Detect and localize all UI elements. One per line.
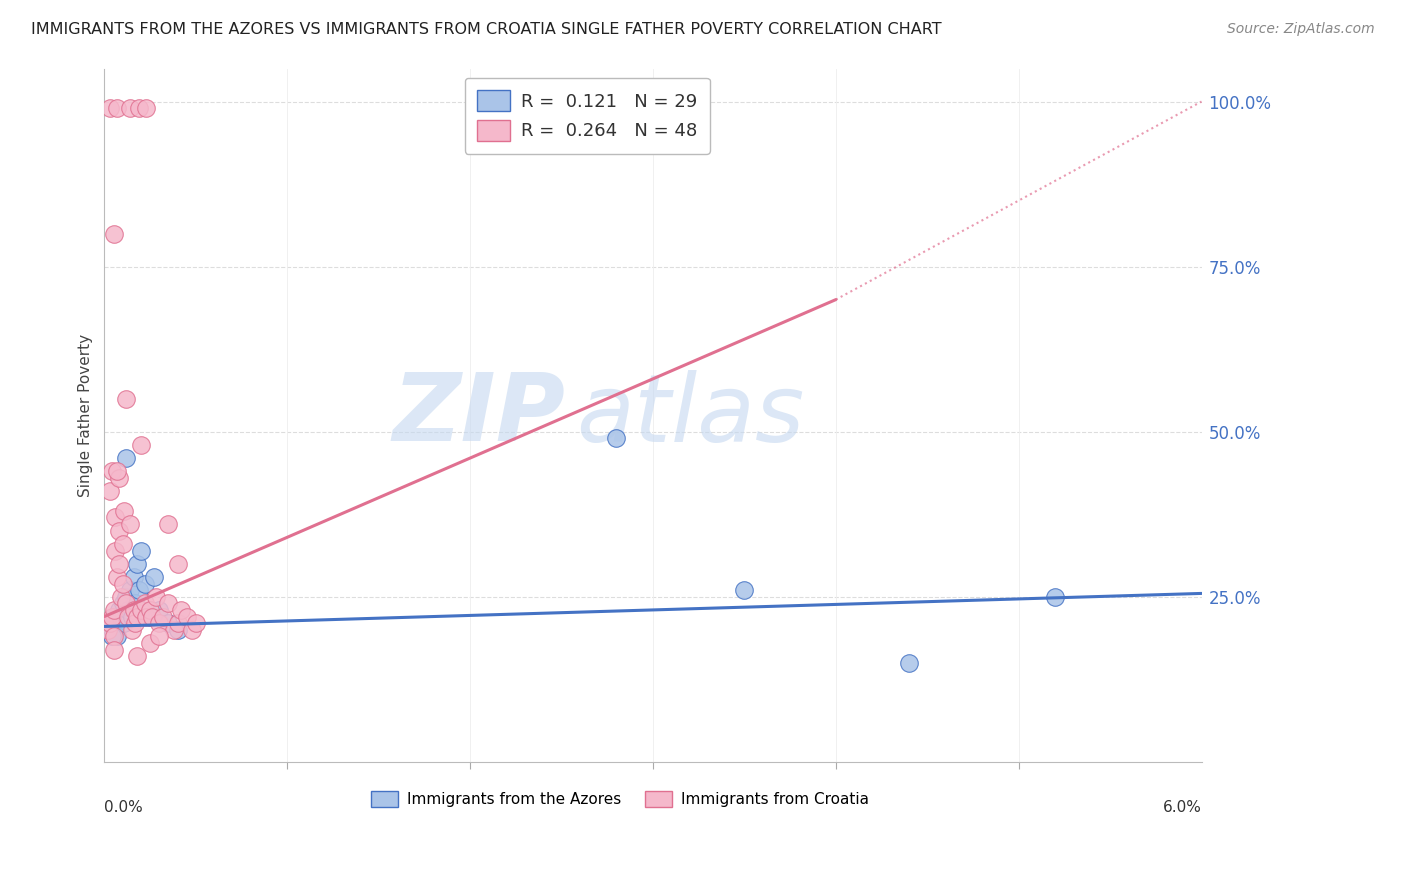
Point: [108, 524, 131, 538]
Point: [115, 590, 138, 604]
Point: [145, 590, 167, 604]
Point: [148, 616, 170, 631]
Point: [105, 629, 128, 643]
Text: ZIP: ZIP: [392, 369, 565, 461]
Point: [124, 616, 146, 631]
Point: [152, 609, 174, 624]
Legend: R =  0.121   N = 29, R =  0.264   N = 48: R = 0.121 N = 29, R = 0.264 N = 48: [465, 78, 710, 153]
Point: [111, 537, 134, 551]
Point: [605, 431, 627, 445]
Point: [97, 623, 120, 637]
Point: [163, 623, 186, 637]
Text: IMMIGRANTS FROM THE AZORES VS IMMIGRANTS FROM CROATIA SINGLE FATHER POVERTY CORR: IMMIGRANTS FROM THE AZORES VS IMMIGRANTS…: [31, 22, 942, 37]
Point: [142, 570, 165, 584]
Point: [129, 438, 152, 452]
Text: 6.0%: 6.0%: [1163, 800, 1202, 815]
Point: [118, 101, 141, 115]
Point: [118, 517, 141, 532]
Point: [108, 603, 131, 617]
Point: [166, 557, 188, 571]
Point: [129, 543, 152, 558]
Point: [100, 464, 122, 478]
Point: [176, 609, 198, 624]
Point: [110, 590, 132, 604]
Point: [115, 392, 138, 406]
Point: [135, 101, 157, 115]
Point: [128, 583, 150, 598]
Point: [121, 623, 143, 637]
Point: [148, 603, 170, 617]
Point: [139, 609, 162, 624]
Point: [103, 629, 125, 643]
Point: [105, 101, 128, 115]
Point: [108, 557, 131, 571]
Point: [1045, 590, 1067, 604]
Point: [129, 603, 152, 617]
Point: [104, 543, 127, 558]
Point: [157, 616, 180, 631]
Point: [121, 609, 143, 624]
Text: 0.0%: 0.0%: [104, 800, 143, 815]
Point: [141, 609, 163, 624]
Point: [108, 471, 131, 485]
Point: [124, 596, 146, 610]
Point: [105, 464, 128, 478]
Point: [98, 616, 121, 631]
Point: [127, 609, 149, 624]
Point: [118, 583, 141, 598]
Point: [104, 510, 127, 524]
Point: [181, 623, 204, 637]
Point: [134, 596, 156, 610]
Point: [104, 623, 127, 637]
Point: [103, 603, 125, 617]
Text: atlas: atlas: [576, 369, 804, 460]
Point: [148, 629, 170, 643]
Point: [114, 616, 136, 631]
Point: [98, 616, 121, 631]
Point: [127, 557, 149, 571]
Point: [98, 101, 121, 115]
Point: [103, 642, 125, 657]
Point: [105, 570, 128, 584]
Point: [139, 636, 162, 650]
Point: [98, 484, 121, 499]
Point: [170, 603, 193, 617]
Point: [117, 603, 139, 617]
Point: [166, 623, 188, 637]
Text: Source: ZipAtlas.com: Source: ZipAtlas.com: [1227, 22, 1375, 37]
Point: [897, 656, 920, 670]
Point: [122, 570, 145, 584]
Point: [115, 451, 138, 466]
Point: [111, 596, 134, 610]
Point: [733, 583, 755, 598]
Point: [134, 576, 156, 591]
Point: [122, 603, 145, 617]
Point: [114, 504, 136, 518]
Point: [111, 576, 134, 591]
Point: [139, 603, 162, 617]
Point: [100, 629, 122, 643]
Point: [110, 609, 132, 624]
Point: [135, 609, 157, 624]
Point: [103, 227, 125, 241]
Point: [115, 596, 138, 610]
Point: [166, 616, 188, 631]
Y-axis label: Single Father Poverty: Single Father Poverty: [79, 334, 93, 497]
Point: [157, 596, 180, 610]
Point: [128, 101, 150, 115]
Point: [100, 609, 122, 624]
Point: [117, 609, 139, 624]
Point: [184, 616, 207, 631]
Point: [103, 609, 125, 624]
Point: [127, 649, 149, 664]
Point: [157, 517, 180, 532]
